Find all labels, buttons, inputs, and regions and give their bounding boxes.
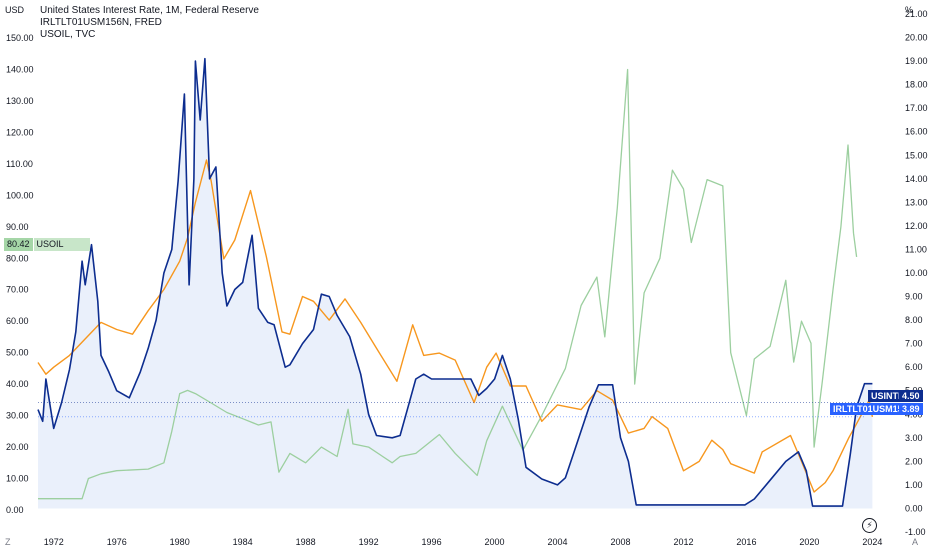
x-tick-label: 1976: [107, 537, 127, 547]
left-tick-label: 90.00: [6, 222, 29, 232]
right-tick-label: 10.00: [905, 268, 928, 278]
left-tick-label: 120.00: [6, 127, 34, 137]
right-tick-label: 16.00: [905, 127, 928, 137]
right-tick-label: -1.00: [905, 527, 926, 537]
legend: United States Interest Rate, 1M, Federal…: [40, 5, 259, 41]
left-tick-label: 20.00: [6, 442, 29, 452]
right-tick-label: 11.00: [905, 244, 927, 254]
right-tick-label: 21.00: [905, 9, 928, 19]
left-tick-label: 70.00: [6, 285, 29, 295]
x-axis: 1972 1976 1980 1984 1988 1992 1996 2000 2004 2008…: [44, 537, 883, 547]
right-tick-label: 14.00: [905, 174, 928, 184]
x-tick-label: 1984: [233, 537, 253, 547]
x-tick-label: 2024: [862, 537, 882, 547]
lightning-icon[interactable]: ⚡: [862, 518, 877, 533]
corner-a[interactable]: A: [912, 537, 919, 547]
irl-badge: IRLTLT01USM156N: [830, 403, 918, 415]
oil-price-value: 80.42: [4, 238, 33, 251]
right-tick-label: 1.00: [905, 480, 923, 490]
right-tick-label: 9.00: [905, 292, 923, 302]
plot-area: [37, 57, 874, 509]
left-tick-label: 60.00: [6, 316, 29, 326]
usintr-value: 4.50: [902, 391, 920, 401]
oil-price-tag: 80.42 USOIL: [4, 238, 90, 251]
usintr-badge: USINTR: [868, 390, 908, 402]
right-tick-label: 17.00: [905, 103, 928, 113]
left-tick-label: 80.00: [6, 253, 29, 263]
irl-label: IRLTLT01USM156N: [833, 404, 915, 414]
x-tick-label: 2008: [610, 537, 630, 547]
x-tick-label: 1996: [422, 537, 442, 547]
right-tick-label: 13.00: [905, 197, 928, 207]
usintr-value-badge: 4.50: [899, 390, 923, 402]
left-tick-label: 150.00: [6, 33, 34, 43]
right-tick-label: 8.00: [905, 315, 923, 325]
x-tick-label: 1980: [170, 537, 190, 547]
last-value-guides: [38, 402, 866, 418]
irl-value-badge: 3.89: [899, 403, 923, 415]
right-axis-unit: %: [905, 5, 914, 15]
right-tick-label: 18.00: [905, 80, 928, 90]
x-tick-label: 2000: [485, 537, 505, 547]
x-tick-label: 2016: [736, 537, 756, 547]
right-tick-label: 12.00: [905, 221, 928, 231]
left-tick-label: 50.00: [6, 348, 29, 358]
x-tick-label: 1992: [359, 537, 379, 547]
left-tick-label: 130.00: [6, 96, 34, 106]
right-tick-label: 0.00: [905, 503, 923, 513]
right-tick-label: 3.00: [905, 433, 923, 443]
usintr-label: USINTR: [871, 391, 905, 401]
right-axis: -1.000.001.002.003.004.005.006.007.008.0…: [905, 9, 928, 537]
corner-z[interactable]: Z: [5, 537, 11, 547]
left-tick-label: 100.00: [6, 190, 34, 200]
left-tick-label: 140.00: [6, 64, 34, 74]
series-line-fed: [37, 57, 873, 507]
left-tick-label: 0.00: [6, 505, 24, 515]
legend-fed[interactable]: United States Interest Rate, 1M, Federal…: [40, 5, 259, 16]
right-tick-label: 7.00: [905, 339, 923, 349]
x-tick-label: 2004: [548, 537, 568, 547]
right-tick-label: 6.00: [905, 362, 923, 372]
x-tick-label: 2012: [673, 537, 693, 547]
series-line-oil: [38, 68, 858, 500]
left-tick-label: 110.00: [6, 159, 33, 169]
left-tick-label: 30.00: [6, 411, 29, 421]
fed-area-fill: [38, 58, 873, 509]
left-axis-unit: USD: [5, 5, 25, 15]
right-tick-label: 20.00: [905, 33, 928, 43]
legend-oil[interactable]: USOIL, TVC: [40, 29, 96, 40]
x-tick-label: 2020: [799, 537, 819, 547]
legend-bond[interactable]: IRLTLT01USM156N, FRED: [40, 17, 162, 28]
right-tick-label: 19.00: [905, 56, 928, 66]
series-line-bond: [37, 159, 874, 493]
irl-value: 3.89: [902, 404, 920, 414]
x-tick-label: 1988: [296, 537, 316, 547]
right-tick-label: 2.00: [905, 456, 923, 466]
left-tick-label: 10.00: [6, 474, 29, 484]
oil-price-label: USOIL: [33, 238, 90, 251]
left-tick-label: 40.00: [6, 379, 29, 389]
x-tick-label: 1972: [44, 537, 64, 547]
left-axis: 0.00 10.00 20.00 30.00 40.00 50.00 60.00 70.00 8…: [6, 33, 34, 515]
right-tick-label: 15.00: [905, 150, 928, 160]
